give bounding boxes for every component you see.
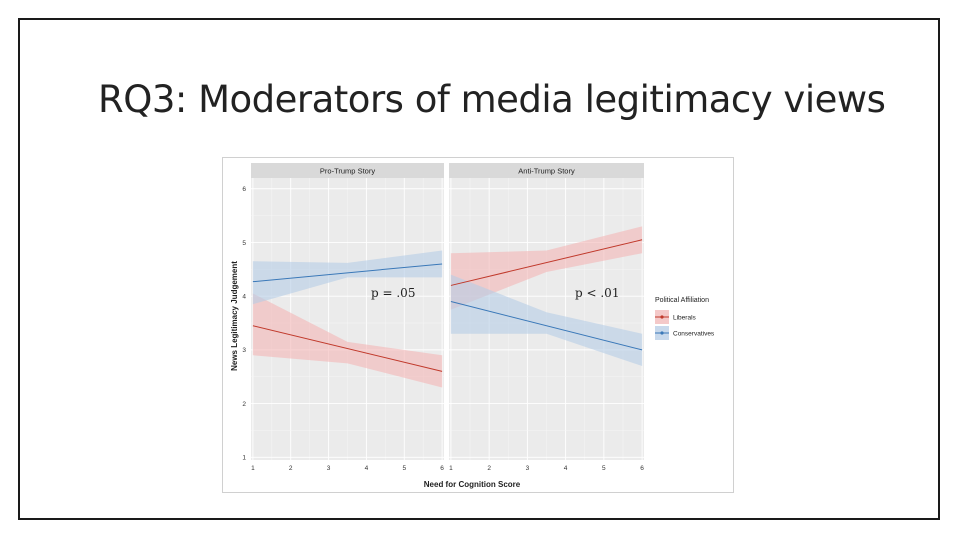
x-tick-label: 4	[564, 465, 568, 472]
x-tick-label: 5	[402, 465, 406, 472]
panel-1-liberals-line	[252, 325, 443, 372]
panel-2-annotation: p < .01	[575, 286, 619, 300]
legend-label-liberals: Liberals	[673, 315, 697, 322]
x-tick-label: 3	[327, 465, 331, 472]
y-tick-label: 3	[242, 347, 246, 354]
panel-2-strip	[449, 163, 644, 178]
panel-1-strip	[251, 163, 444, 178]
y-tick-label: 1	[242, 455, 246, 462]
panel-1-liberals-ci-band	[252, 293, 443, 388]
chart-container: News Legitimacy Judgement Need for Cogni…	[222, 157, 734, 493]
legend-title: Political Affiliation	[655, 297, 709, 304]
interaction-chart: News Legitimacy Judgement Need for Cogni…	[230, 163, 715, 489]
legend: Political Affiliation Liberals Conservat…	[655, 297, 715, 340]
y-axis-label: News Legitimacy Judgement	[230, 261, 239, 371]
y-tick-label: 4	[242, 293, 246, 300]
x-tick-label: 5	[602, 465, 606, 472]
x-tick-label: 4	[365, 465, 369, 472]
slide-title: RQ3: Moderators of media legitimacy view…	[98, 78, 886, 121]
y-tick-label: 5	[242, 240, 246, 247]
panel-1-conservatives-ci-band	[252, 250, 443, 305]
legend-label-conservatives: Conservatives	[673, 331, 715, 338]
x-tick-label: 6	[640, 465, 644, 472]
x-axis-label: Need for Cognition Score	[424, 480, 521, 489]
panel-1-conservatives-line	[252, 263, 443, 283]
y-tick-label: 2	[242, 401, 246, 408]
panel-2-conservatives-ci-band	[450, 274, 643, 366]
panel-1-annotation: p = .05	[371, 286, 415, 300]
x-tick-label: 3	[526, 465, 530, 472]
x-tick-label: 6	[440, 465, 444, 472]
panel-2-title: Anti-Trump Story	[518, 167, 575, 176]
x-tick-label: 2	[289, 465, 293, 472]
panel-1-title: Pro-Trump Story	[320, 167, 375, 176]
x-tick-label: 1	[251, 465, 255, 472]
panel-2-liberals-ci-band	[450, 226, 643, 310]
x-tick-label: 1	[449, 465, 453, 472]
panel-2-conservatives-line	[450, 301, 643, 351]
x-tick-label: 2	[487, 465, 491, 472]
legend-dot-conservatives	[660, 331, 664, 335]
y-tick-label: 6	[242, 186, 246, 193]
panel-2-liberals-line	[450, 239, 643, 286]
legend-dot-liberals	[660, 315, 664, 319]
slide-frame	[18, 18, 940, 520]
